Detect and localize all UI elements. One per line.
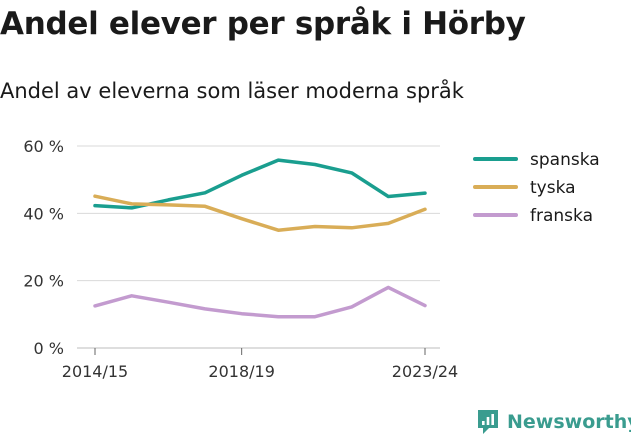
legend-label-spanska: spanska	[530, 150, 600, 170]
chart-title: Andel elever per språk i Hörby	[0, 6, 526, 42]
series-line-spanska	[93, 158, 427, 210]
brand-name: Newsworthy	[507, 411, 631, 433]
x-tick-label: 2023/24	[392, 362, 458, 381]
series-line-tyska	[93, 194, 427, 232]
y-tick-label: 20 %	[23, 272, 64, 291]
y-tick-label: 40 %	[23, 204, 64, 223]
x-tick-label: 2018/19	[208, 362, 274, 381]
x-tick-label: 2014/15	[62, 362, 128, 381]
newsworthy-logo-icon	[478, 410, 498, 434]
series-line-franska	[93, 285, 427, 319]
y-tick-label: 0 %	[34, 339, 64, 358]
legend-label-franska: franska	[530, 206, 593, 226]
legend-label-tyska: tyska	[530, 178, 576, 198]
chart-subtitle: Andel av eleverna som läser moderna språ…	[0, 79, 464, 103]
y-tick-label: 60 %	[23, 137, 64, 156]
newsworthy-brand: Newsworthy	[476, 407, 631, 437]
